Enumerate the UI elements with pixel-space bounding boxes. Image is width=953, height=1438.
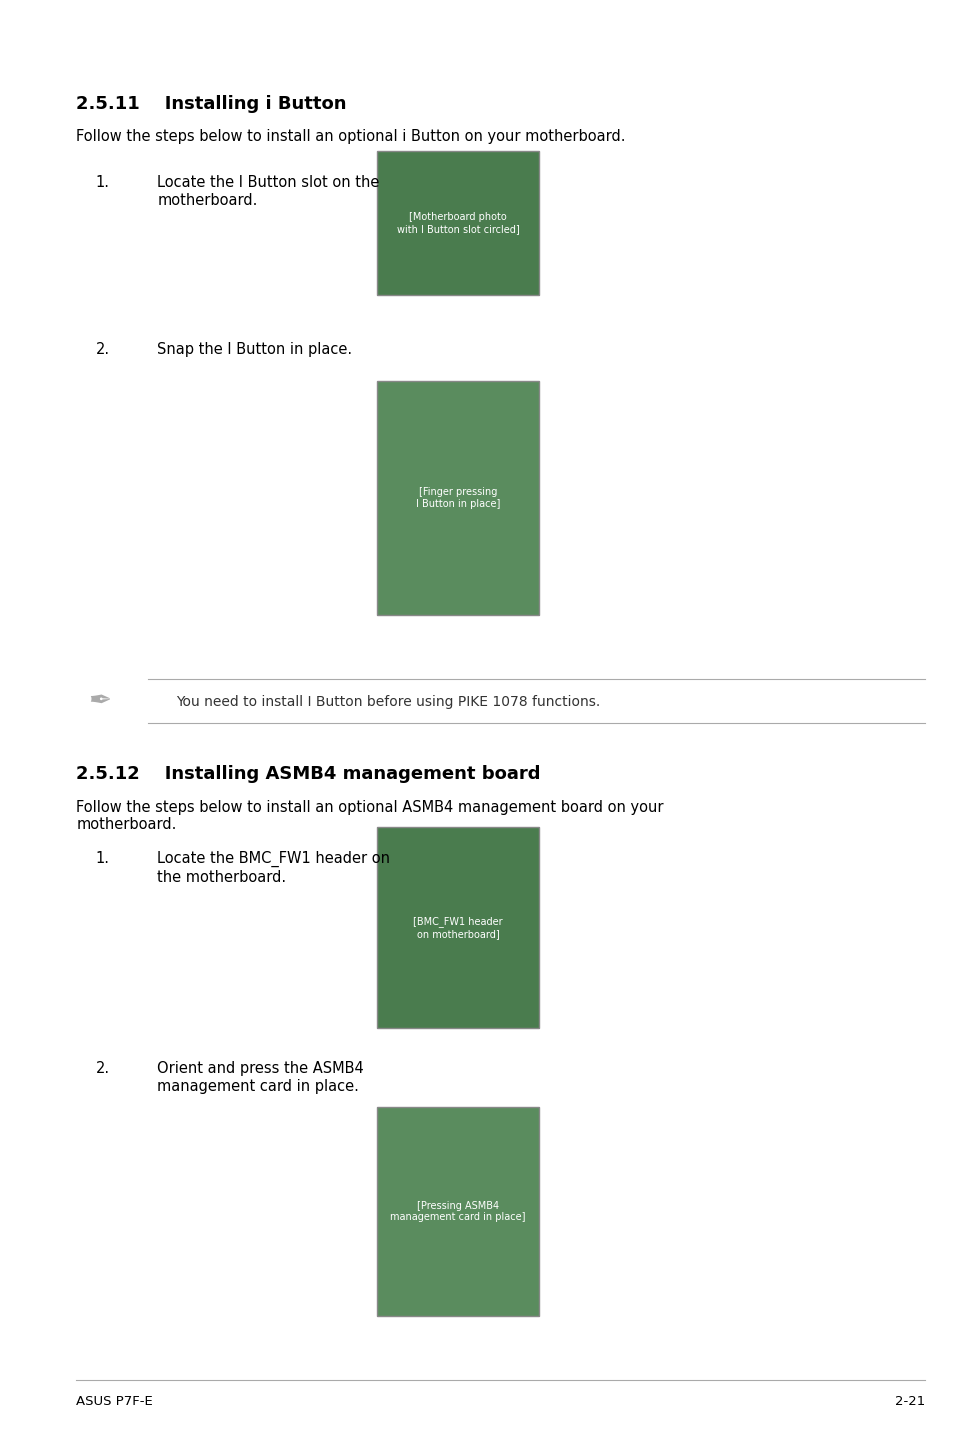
FancyBboxPatch shape: [376, 1107, 538, 1316]
Text: [Pressing ASMB4
management card in place]: [Pressing ASMB4 management card in place…: [390, 1201, 525, 1222]
Text: Locate the I Button slot on the
motherboard.: Locate the I Button slot on the motherbo…: [157, 175, 379, 209]
Text: You need to install I Button before using PIKE 1078 functions.: You need to install I Button before usin…: [176, 695, 600, 709]
Text: 2.: 2.: [95, 342, 110, 357]
Text: 2.5.11    Installing i Button: 2.5.11 Installing i Button: [76, 95, 347, 114]
Text: Locate the BMC_FW1 header on
the motherboard.: Locate the BMC_FW1 header on the motherb…: [157, 851, 390, 884]
Text: Follow the steps below to install an optional i Button on your motherboard.: Follow the steps below to install an opt…: [76, 129, 625, 144]
Text: 2.5.12    Installing ASMB4 management board: 2.5.12 Installing ASMB4 management board: [76, 765, 540, 784]
FancyBboxPatch shape: [376, 151, 538, 295]
Text: ASUS P7F-E: ASUS P7F-E: [76, 1395, 152, 1408]
Text: ✒: ✒: [89, 686, 112, 715]
Text: Orient and press the ASMB4
management card in place.: Orient and press the ASMB4 management ca…: [157, 1061, 364, 1094]
Text: [BMC_FW1 header
on motherboard]: [BMC_FW1 header on motherboard]: [413, 916, 502, 939]
Text: [Motherboard photo
with I Button slot circled]: [Motherboard photo with I Button slot ci…: [396, 211, 518, 234]
Text: 1.: 1.: [95, 175, 110, 190]
FancyBboxPatch shape: [376, 381, 538, 615]
Text: [Finger pressing
I Button in place]: [Finger pressing I Button in place]: [416, 487, 499, 509]
Text: Follow the steps below to install an optional ASMB4 management board on your
mot: Follow the steps below to install an opt…: [76, 800, 663, 833]
Text: 2.: 2.: [95, 1061, 110, 1076]
Text: 1.: 1.: [95, 851, 110, 866]
Text: Snap the I Button in place.: Snap the I Button in place.: [157, 342, 353, 357]
FancyBboxPatch shape: [376, 827, 538, 1028]
Text: 2-21: 2-21: [894, 1395, 924, 1408]
